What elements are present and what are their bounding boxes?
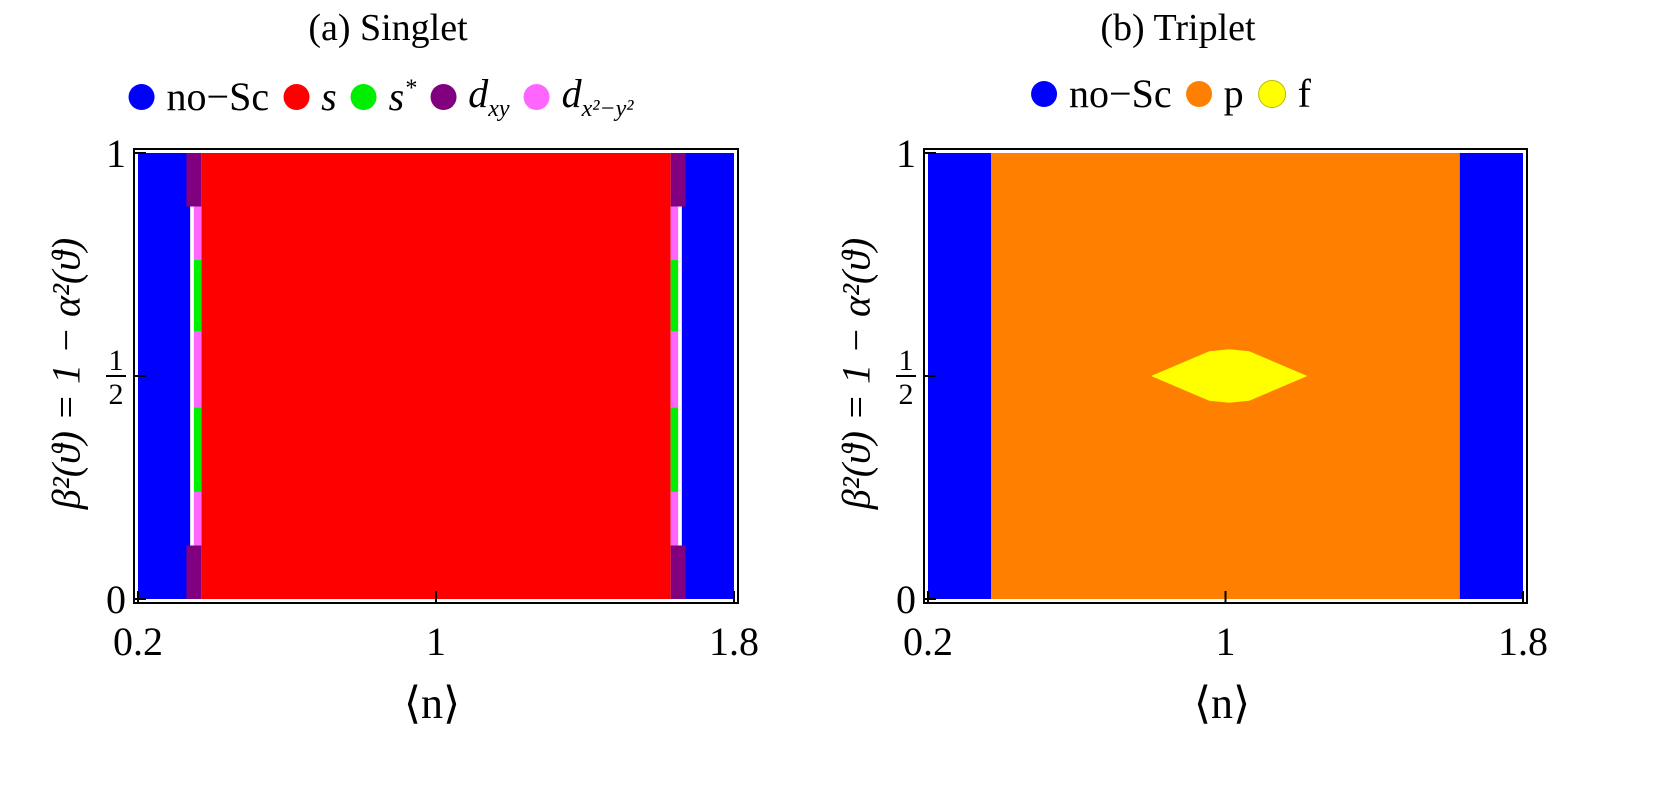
phase-region-7 (193, 491, 202, 546)
phase-region-3 (193, 206, 202, 261)
svg-text:2: 2 (109, 378, 124, 411)
legend-label: no−Sc (166, 74, 270, 119)
legend-label: dx²−y² (561, 71, 634, 122)
legend-item-f: f (1257, 70, 1311, 117)
chart-title: (b) Triplet (1100, 7, 1256, 49)
legend: no−Sc s s* dxy dx²−y² (128, 70, 648, 123)
legend-label: p (1223, 71, 1244, 116)
phase-region-13 (670, 331, 679, 408)
legend-item-p: p (1185, 70, 1244, 117)
x-tick-label: 1.8 (709, 619, 759, 664)
phase-region-14 (670, 407, 679, 492)
legend-label: s* (388, 74, 417, 119)
x-axis-label: ⟨n⟩ (403, 679, 461, 728)
legend-marker (1185, 80, 1212, 107)
legend-marker (128, 83, 155, 110)
x-tick-label: 1 (1216, 619, 1236, 664)
phase-region-5 (193, 331, 202, 408)
svg-text:2: 2 (899, 378, 914, 411)
phase-region-0 (928, 153, 992, 599)
phase-region-15 (670, 491, 679, 546)
y-tick-label: 0 (896, 577, 916, 622)
phase-region-2 (1459, 153, 1523, 599)
y-tick-label: 1 (896, 131, 916, 176)
x-axis-label: ⟨n⟩ (1193, 679, 1251, 728)
phase-region-3 (1151, 349, 1308, 403)
phase-region-11 (670, 206, 679, 261)
legend-item-no-sc: no−Sc (1031, 70, 1172, 117)
y-tick-label: 1 (106, 131, 126, 176)
phase-region-0 (138, 153, 191, 599)
legend-marker (1257, 79, 1286, 108)
legend-item-s: s (283, 73, 337, 120)
phase-region-2 (186, 153, 202, 207)
y-tick-label: 0 (106, 577, 126, 622)
phase-region-8 (186, 545, 202, 599)
legend-item-dx2y2: dx²−y² (523, 70, 634, 123)
y-axis-label: β²(ϑ) = 1 − α²(ϑ) (43, 237, 89, 510)
x-tick-label: 0.2 (903, 619, 953, 664)
legend-item-no-sc: no−Sc (128, 73, 270, 120)
legend: no−Sc p f (1031, 70, 1325, 117)
legend-marker (523, 83, 550, 110)
y-tick-label: 12 (106, 344, 126, 411)
legend-label: s (321, 74, 337, 119)
svg-text:1: 1 (109, 344, 124, 377)
phase-region-10 (670, 153, 686, 207)
legend-marker (1031, 80, 1058, 107)
x-tick-label: 1 (426, 619, 446, 664)
x-tick-label: 0.2 (113, 619, 163, 664)
phase-region-6 (193, 407, 202, 492)
phase-region-16 (670, 545, 686, 599)
phase-region-1 (201, 153, 671, 599)
legend-label: dxy (468, 71, 510, 122)
legend-label: f (1297, 71, 1311, 116)
phase-region-9 (681, 153, 734, 599)
panel-triplet: (b) Triplet no−Sc p f 0.2 1 1.8 0 1 2 1 β²(ϑ) … (830, 0, 1661, 798)
x-tick-label: 1.8 (1498, 619, 1548, 664)
legend-item-s-star: s* (350, 73, 417, 120)
svg-text:1: 1 (899, 344, 914, 377)
legend-label: no−Sc (1069, 71, 1172, 116)
phase-region-4 (193, 260, 202, 332)
panel-singlet: (a) Singlet no−Sc s s* dxy dx²−y² 0.2 1 1.… (0, 0, 830, 798)
y-axis-label: β²(ϑ) = 1 − α²(ϑ) (833, 237, 879, 510)
y-tick-label: 12 (896, 344, 916, 411)
chart-title: (a) Singlet (308, 7, 468, 49)
legend-marker (430, 83, 457, 110)
phase-region-12 (670, 260, 679, 332)
legend-marker (350, 83, 377, 110)
legend-item-dxy: dxy (430, 70, 510, 123)
legend-marker (283, 83, 310, 110)
